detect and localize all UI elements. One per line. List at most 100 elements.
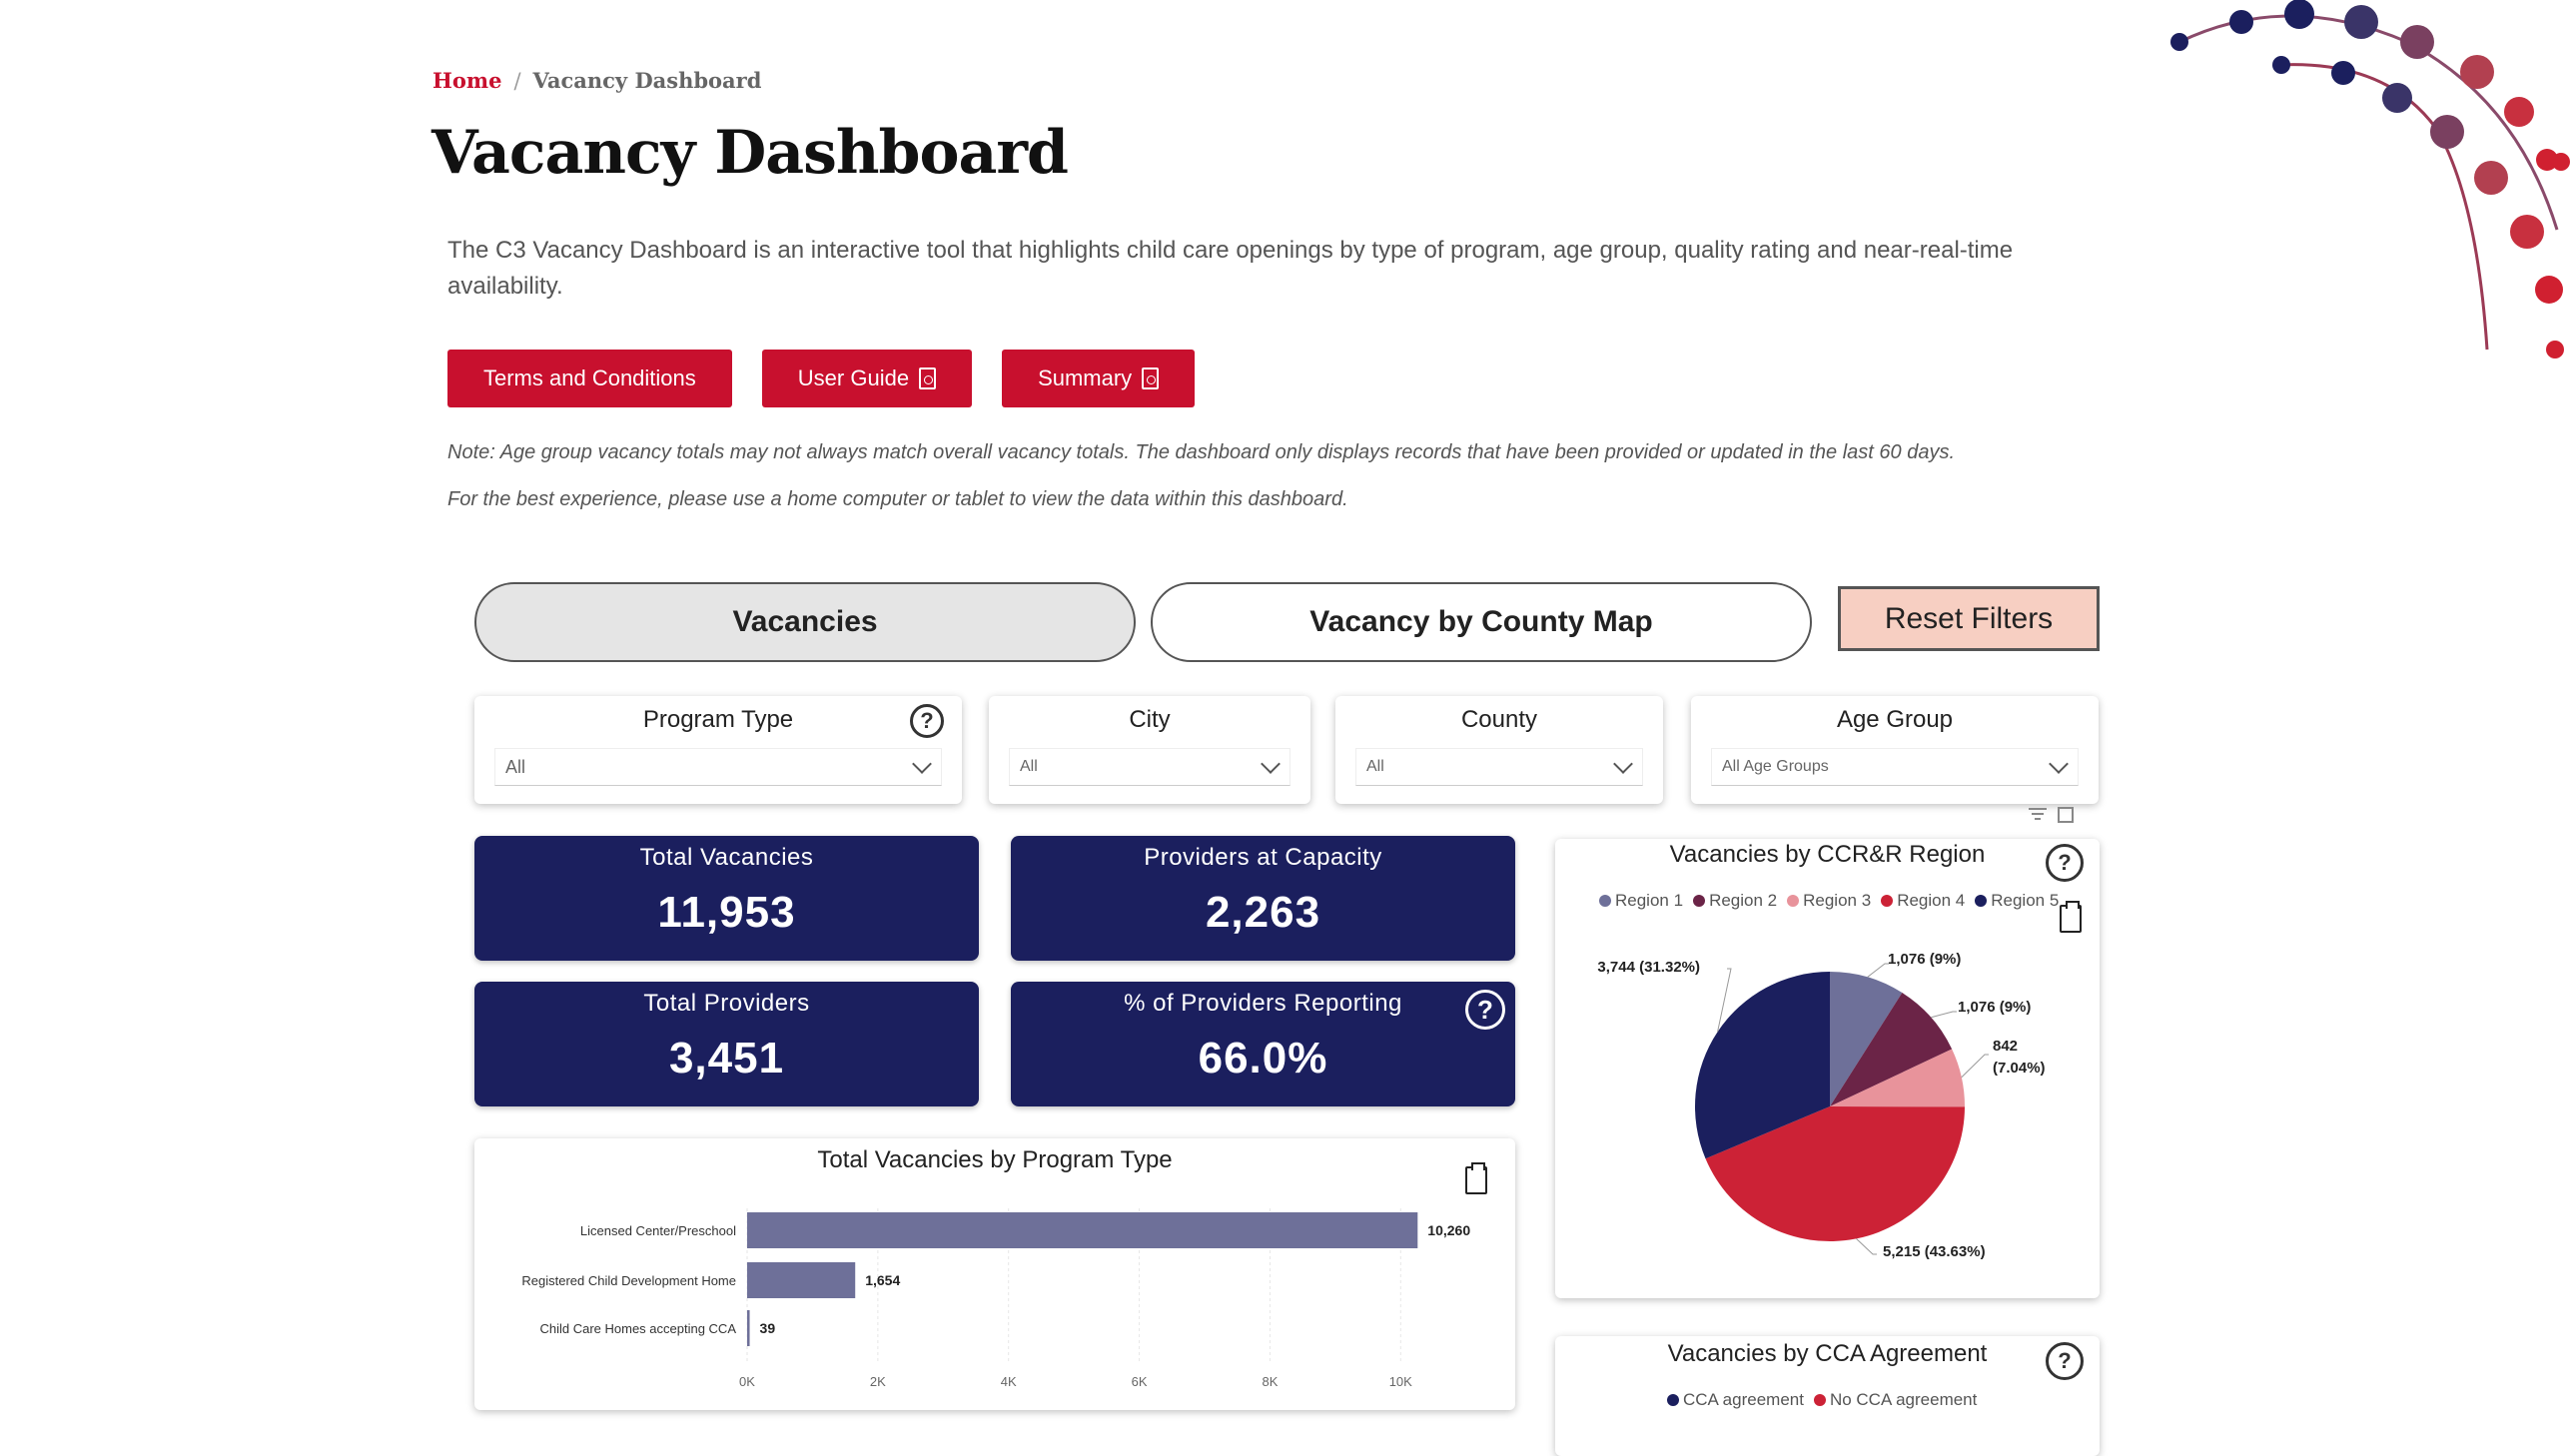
pie-slice[interactable]: [1830, 972, 1903, 1106]
tab-county-map[interactable]: Vacancy by County Map: [1151, 582, 1812, 662]
page-title: Vacancy Dashboard: [431, 118, 1069, 188]
program-type-bar-chart-panel: Total Vacancies by Program Type 0K 2K 4K 6K…: [474, 1138, 1515, 1410]
clipboard-icon[interactable]: [2060, 901, 2082, 933]
intro-text: The C3 Vacancy Dashboard is an interacti…: [447, 237, 2014, 300]
breadcrumb: Home / Vacancy Dashboard: [432, 68, 761, 93]
legend-swatch: [1881, 895, 1894, 907]
kpi-label: Providers at Capacity: [1144, 844, 1382, 871]
program-type-select[interactable]: All: [494, 748, 942, 786]
focus-mode-icon[interactable]: [2058, 807, 2074, 823]
help-icon[interactable]: ?: [1465, 990, 1505, 1030]
pie-slice[interactable]: [1830, 993, 1953, 1106]
pdf-file-icon: [1142, 367, 1160, 389]
chevron-down-icon: [2049, 754, 2069, 774]
legend-swatch: [1975, 895, 1988, 907]
pie-chart-title: Vacancies by CCR&R Region: [1669, 841, 1986, 868]
help-icon[interactable]: ?: [2046, 844, 2084, 882]
legend-label: No CCA agreement: [1829, 1390, 1978, 1409]
pie-data-label: 842: [1993, 1038, 2018, 1055]
age-group-select-value: All Age Groups: [1722, 758, 1829, 775]
legend-item[interactable]: No CCA agreement: [1813, 1390, 1978, 1410]
x-tick-label: 6K: [1132, 1374, 1148, 1389]
bar[interactable]: [747, 1262, 856, 1298]
legend-swatch: [1599, 895, 1611, 907]
age-group-note: Note: Age group vacancy totals may not a…: [447, 441, 1956, 463]
x-tick-label: 0K: [739, 1374, 755, 1389]
kpi-total-vacancies: Total Vacancies 11,953: [474, 836, 979, 961]
breadcrumb-home-link[interactable]: Home: [432, 68, 502, 93]
bar[interactable]: [747, 1212, 1418, 1248]
x-tick-label: 2K: [870, 1374, 886, 1389]
bar-chart-title: Total Vacancies by Program Type: [817, 1146, 1173, 1173]
county-select[interactable]: All: [1355, 748, 1643, 786]
terms-button[interactable]: Terms and Conditions: [447, 350, 732, 407]
summary-button-label: Summary: [1038, 365, 1133, 390]
pie-slice[interactable]: [1705, 1106, 1965, 1241]
user-guide-button-label: User Guide: [797, 365, 910, 390]
bar-value-label: 1,654: [865, 1272, 900, 1288]
legend-item[interactable]: Region 3: [1787, 891, 1871, 911]
program-type-filter: Program Type ? All: [474, 696, 962, 804]
pie-data-label: 3,744 (31.32%): [1597, 959, 1700, 976]
pie-leader-line: [1856, 1238, 1877, 1255]
help-icon[interactable]: ?: [910, 704, 944, 738]
legend-label: CCA agreement: [1683, 1390, 1804, 1409]
tab-vacancies[interactable]: Vacancies: [474, 582, 1136, 662]
tab-vacancies-label: Vacancies: [732, 605, 878, 638]
city-select[interactable]: All: [1009, 748, 1290, 786]
reset-filters-label: Reset Filters: [1884, 601, 2054, 635]
bar-chart: 0K 2K 4K 6K 8K 10K Licensed Center/Preschool 10…: [521, 1208, 1470, 1389]
pie-legend: Region 1 Region 2 Region 3 Region 4 Region 5: [1599, 891, 2059, 911]
legend-item[interactable]: Region 1: [1599, 891, 1683, 911]
legend-label: Region 4: [1897, 891, 1966, 910]
age-group-select[interactable]: All Age Groups: [1711, 748, 2079, 786]
pie-slice[interactable]: [1830, 1049, 1965, 1107]
bar-value-label: 10,260: [1427, 1222, 1470, 1238]
pie-slice[interactable]: [1695, 972, 1830, 1159]
legend-item[interactable]: CCA agreement: [1667, 1390, 1804, 1410]
kpi-label: Total Providers: [643, 990, 810, 1017]
terms-button-label: Terms and Conditions: [483, 365, 696, 390]
help-icon[interactable]: ?: [2046, 1342, 2084, 1380]
pie-leader-line: [1717, 968, 1732, 1033]
age-group-filter: Age Group All Age Groups: [1691, 696, 2099, 804]
legend-label: Region 3: [1803, 891, 1872, 910]
bar-value-label: 39: [760, 1320, 776, 1336]
reset-filters-button[interactable]: Reset Filters: [1838, 586, 2100, 651]
pie-leader-line: [1867, 963, 1889, 978]
city-filter-title: City: [1129, 706, 1171, 733]
city-select-value: All: [1020, 758, 1038, 775]
cca-chart-title: Vacancies by CCA Agreement: [1667, 1340, 1988, 1367]
legend-item[interactable]: Region 2: [1693, 891, 1777, 911]
program-type-select-value: All: [505, 756, 526, 777]
filter-icon[interactable]: [2028, 807, 2048, 821]
visual-toolbar: [2028, 807, 2074, 823]
summary-button[interactable]: Summary: [1002, 350, 1196, 407]
kpi-value: 2,263: [1205, 888, 1321, 937]
legend-item[interactable]: Region 4: [1881, 891, 1965, 911]
ccrr-region-pie-panel: Vacancies by CCR&R Region ? Region 1 Regi…: [1555, 839, 2100, 1298]
category-label: Registered Child Development Home: [521, 1273, 736, 1288]
legend-item[interactable]: Region 5: [1975, 891, 2059, 911]
x-tick-label: 10K: [1389, 1374, 1412, 1389]
pie-data-label: 5,215 (43.63%): [1883, 1243, 1986, 1260]
user-guide-button[interactable]: User Guide: [761, 350, 973, 407]
breadcrumb-current: Vacancy Dashboard: [532, 68, 762, 93]
legend-swatch: [1813, 1394, 1826, 1406]
kpi-label: % of Providers Reporting: [1124, 990, 1402, 1017]
county-select-value: All: [1366, 758, 1384, 775]
kpi-label: Total Vacancies: [639, 844, 814, 871]
legend-swatch: [1667, 1394, 1679, 1406]
clipboard-icon[interactable]: [1465, 1162, 1487, 1194]
cca-agreement-pie-panel: Vacancies by CCA Agreement ? CCA agreeme…: [1555, 1336, 2100, 1456]
tab-county-map-label: Vacancy by County Map: [1309, 605, 1653, 638]
bar[interactable]: [747, 1310, 750, 1346]
x-tick-label: 8K: [1262, 1374, 1278, 1389]
chevron-down-icon: [1261, 754, 1281, 774]
kpi-value: 66.0%: [1198, 1034, 1328, 1083]
county-filter: County All: [1335, 696, 1663, 804]
city-filter: City All: [989, 696, 1310, 804]
pie-data-label: 1,076 (9%): [1958, 999, 2031, 1016]
legend-swatch: [1693, 895, 1706, 907]
breadcrumb-separator: /: [513, 69, 521, 93]
